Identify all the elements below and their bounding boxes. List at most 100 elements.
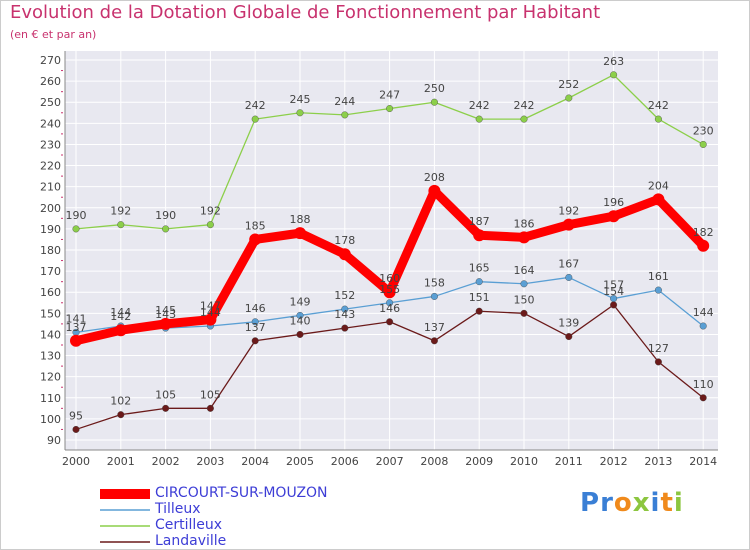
data-point <box>610 301 618 309</box>
data-point <box>338 248 351 261</box>
data-point <box>386 105 394 113</box>
data-label: 149 <box>290 295 311 308</box>
y-tick-label: 240 <box>40 117 61 130</box>
data-point <box>430 337 438 345</box>
data-label: 188 <box>290 213 311 226</box>
data-point <box>473 229 486 242</box>
data-label: 143 <box>155 308 176 321</box>
data-point <box>249 233 262 246</box>
y-tick-label: 270 <box>40 54 61 67</box>
data-label: 187 <box>469 215 490 228</box>
x-tick-label: 2012 <box>600 455 628 468</box>
data-label: 190 <box>155 209 176 222</box>
legend-label: Tilleux <box>155 501 201 517</box>
data-point <box>341 305 349 313</box>
data-label: 164 <box>514 264 535 277</box>
data-label: 137 <box>66 321 87 334</box>
data-point <box>699 394 707 402</box>
y-tick-label: 120 <box>40 371 61 384</box>
data-point <box>699 140 707 148</box>
y-tick-label: 110 <box>40 392 61 405</box>
data-label: 144 <box>693 306 714 319</box>
y-tick-label: 170 <box>40 265 61 278</box>
data-label: 150 <box>514 293 535 306</box>
x-tick-label: 2008 <box>420 455 448 468</box>
x-tick-label: 2011 <box>555 455 583 468</box>
y-tick-label: 260 <box>40 75 61 88</box>
data-label: 186 <box>514 217 535 230</box>
y-tick-label: 90 <box>47 434 61 447</box>
x-tick-label: 2002 <box>152 455 180 468</box>
data-point <box>296 311 304 319</box>
data-label: 242 <box>514 99 535 112</box>
legend-item: Landaville <box>100 533 420 550</box>
data-label: 190 <box>66 209 87 222</box>
data-point <box>475 307 483 315</box>
data-label: 244 <box>334 95 355 108</box>
data-label: 147 <box>200 300 221 313</box>
data-label: 127 <box>648 342 669 355</box>
data-label: 110 <box>693 378 714 391</box>
chart-title: Evolution de la Dotation Globale de Fonc… <box>10 2 601 23</box>
data-point <box>251 115 259 123</box>
data-point <box>654 358 662 366</box>
data-point <box>475 115 483 123</box>
data-label: 263 <box>603 55 624 68</box>
data-point <box>652 193 665 206</box>
data-point <box>565 333 573 341</box>
data-point <box>341 324 349 332</box>
data-point <box>162 225 170 233</box>
legend-label: CIRCOURT-SUR-MOUZON <box>155 485 328 501</box>
data-label: 146 <box>379 302 400 315</box>
data-point <box>518 231 530 244</box>
legend-swatch <box>100 489 150 499</box>
data-point <box>475 278 483 286</box>
data-label: 178 <box>334 234 355 247</box>
data-point <box>204 313 217 326</box>
data-label: 157 <box>603 279 624 292</box>
data-point <box>296 109 304 117</box>
data-label: 151 <box>469 291 490 304</box>
data-point <box>294 227 306 240</box>
legend-label: Certilleux <box>155 517 223 533</box>
data-label: 144 <box>110 306 131 319</box>
data-point <box>206 404 214 412</box>
data-label: 242 <box>648 99 669 112</box>
proxiti-logo: Proxiti <box>580 488 684 518</box>
data-label: 158 <box>424 276 445 289</box>
chart-subtitle: (en € et par an) <box>10 28 97 41</box>
data-label: 152 <box>334 289 355 302</box>
x-tick-label: 2005 <box>286 455 314 468</box>
data-label: 252 <box>558 78 579 91</box>
data-point <box>520 115 528 123</box>
data-point <box>562 218 575 231</box>
data-label: 140 <box>290 314 311 327</box>
legend-item: Tilleux <box>100 501 420 518</box>
data-point <box>386 318 394 326</box>
logo-letter: i <box>650 488 661 518</box>
data-label: 182 <box>693 226 714 239</box>
y-tick-label: 200 <box>40 202 61 215</box>
data-point <box>607 210 620 223</box>
data-label: 143 <box>334 308 355 321</box>
data-label: 105 <box>200 388 221 401</box>
legend-item: CIRCOURT-SUR-MOUZON <box>100 485 420 502</box>
logo-letter: t <box>660 488 674 518</box>
data-label: 141 <box>66 312 87 325</box>
data-label: 102 <box>110 395 131 408</box>
data-label: 137 <box>245 321 266 334</box>
data-point <box>430 292 438 300</box>
data-point <box>386 299 394 307</box>
data-point <box>251 337 259 345</box>
x-tick-label: 2013 <box>644 455 672 468</box>
data-point <box>520 280 528 288</box>
data-label: 250 <box>424 82 445 95</box>
data-point <box>565 94 573 102</box>
data-point <box>654 115 662 123</box>
data-point <box>117 221 125 229</box>
data-label: 161 <box>648 270 669 283</box>
legend-label: Landaville <box>155 533 227 549</box>
data-label: 142 <box>110 310 131 323</box>
data-label: 247 <box>379 89 400 102</box>
